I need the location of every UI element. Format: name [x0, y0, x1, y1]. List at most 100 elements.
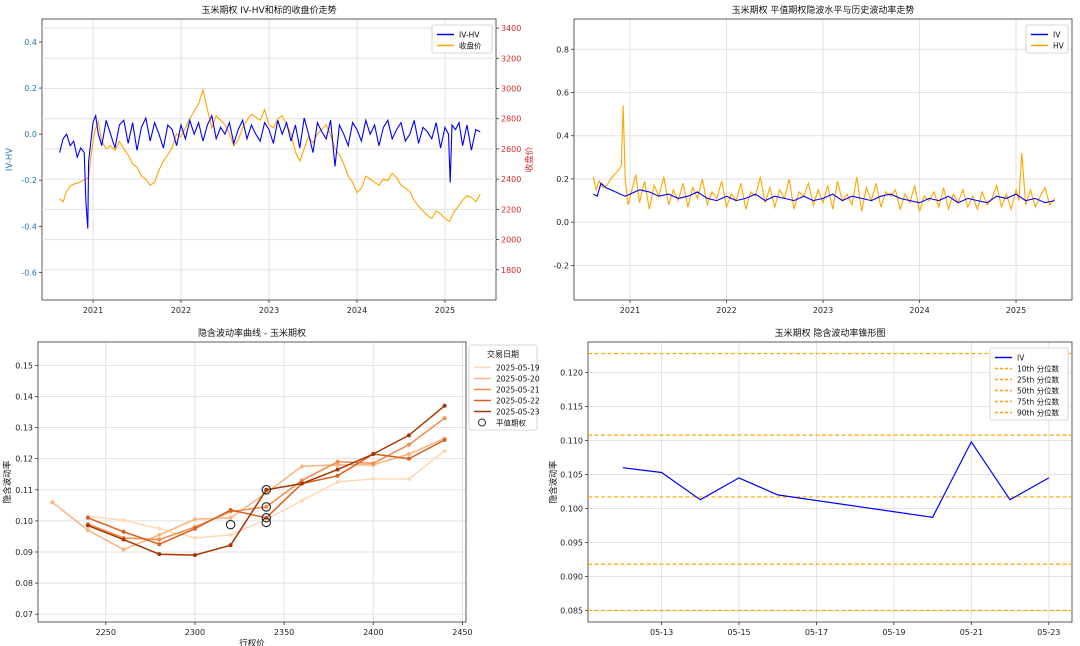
- series-iv: [622, 440, 1050, 518]
- series-close-price: [59, 87, 481, 223]
- atm-marker: [225, 519, 236, 530]
- smile-point: [228, 543, 233, 548]
- smile-point: [335, 459, 340, 464]
- legend-label: 90th 分位数: [1017, 408, 1060, 418]
- smile-point: [442, 403, 447, 408]
- y2-tick-label: 3000: [501, 84, 521, 93]
- legend-label: 10th 分位数: [1017, 364, 1060, 374]
- smile-point: [371, 452, 376, 456]
- smile-point: [121, 547, 126, 552]
- smile-point: [335, 467, 340, 472]
- x-tick-label: 2021: [620, 306, 640, 315]
- chart-title: 玉米期权 平值期权隐波水平与历史波动率走势: [732, 4, 915, 16]
- x-tick-label: 2021: [83, 306, 103, 315]
- x-tick-label: 2024: [347, 306, 367, 315]
- y2-tick-label: 3200: [501, 54, 521, 63]
- smile-point: [371, 476, 376, 481]
- smile-point: [121, 529, 126, 534]
- y-tick-label: -0.4: [21, 222, 37, 231]
- iv-hv-price-chart: 2021 2022 2023 2024 2025 -0.6 -0.4 -0.2 0.0 0.2 0.…: [5, 4, 535, 315]
- smile-point: [335, 473, 340, 478]
- smile-point: [157, 537, 162, 542]
- iv-cone-chart: 05-13 05-15 05-17 05-19 05-21 05-23 0.085 0.090…: [548, 327, 1073, 637]
- legend-label: 2025-05-19: [496, 364, 540, 373]
- smile-point: [299, 481, 304, 486]
- y-tick-label: 0.4: [24, 38, 37, 47]
- smile-point: [85, 528, 90, 533]
- y-tick-label: 0.0: [556, 218, 569, 227]
- y2-tick-label: 2400: [501, 175, 521, 184]
- smile-line: [87, 405, 446, 556]
- smile-point: [157, 532, 162, 537]
- y2-tick-label: 2600: [501, 145, 521, 154]
- y2-tick-label: 2000: [501, 236, 521, 245]
- legend-label: 50th 分位数: [1017, 386, 1060, 396]
- y-tick-label: 0.08: [15, 579, 33, 588]
- x-tick-label: 2024: [909, 306, 929, 315]
- smile-point: [192, 536, 197, 540]
- legend-title: 交易日期: [487, 349, 519, 359]
- smile-point: [50, 500, 55, 505]
- x-tick-label: 2025: [435, 306, 455, 315]
- x-axis-label: 行权价: [239, 638, 265, 646]
- smile-point: [335, 480, 340, 484]
- y2-tick-label: 3400: [501, 24, 521, 33]
- y-tick-label: 0.10: [15, 517, 33, 526]
- x-tick-label: 2400: [363, 628, 383, 637]
- series-iv: [593, 182, 1055, 204]
- x-tick-label: 05-19: [882, 628, 905, 637]
- legend-label: IV: [1017, 354, 1025, 363]
- smile-point: [442, 448, 447, 453]
- y-tick-label: 0.14: [15, 392, 33, 401]
- smile-point: [85, 515, 90, 520]
- y-tick-label: 0.8: [556, 45, 569, 54]
- y2-axis-label: 收盘价: [524, 146, 535, 172]
- smile-point: [264, 504, 269, 509]
- smile-point: [85, 523, 90, 528]
- legend-box: [468, 344, 538, 431]
- x-tick-label: 05-21: [960, 628, 983, 637]
- y-tick-label: 0.11: [15, 486, 33, 495]
- smile-point: [406, 452, 411, 456]
- x-tick-label: 05-15: [727, 628, 750, 637]
- y-tick-label: 0.100: [560, 505, 583, 514]
- legend-label: 25th 分位数: [1017, 375, 1060, 385]
- legend-label: 2025-05-22: [496, 397, 540, 406]
- smile-point: [228, 532, 233, 537]
- y-tick-label: -0.2: [553, 261, 569, 270]
- smile-point: [157, 542, 162, 547]
- y-tick-label: 0.120: [560, 369, 583, 378]
- smile-point: [192, 553, 197, 558]
- smile-point: [228, 508, 233, 512]
- y-tick-label: 0.2: [24, 84, 37, 93]
- smile-point: [406, 433, 411, 438]
- legend-label: 收盘价: [459, 41, 482, 51]
- y2-tick-label: 2200: [501, 205, 521, 214]
- plot-area: [587, 341, 1073, 623]
- atm-marker: [261, 513, 272, 523]
- smile-point: [192, 526, 197, 531]
- x-tick-label: 05-23: [1037, 628, 1060, 637]
- smile-point: [406, 456, 411, 461]
- smile-point: [157, 552, 162, 557]
- y-tick-label: 0.09: [15, 548, 33, 557]
- series-hv: [592, 105, 1056, 212]
- legend-label: 平值期权: [496, 418, 526, 428]
- x-tick-label: 2350: [274, 628, 294, 637]
- legend-label: 2025-05-20: [496, 375, 540, 384]
- y-tick-label: 0.105: [560, 471, 583, 480]
- y-axis-label: 隐含波动率: [548, 460, 559, 503]
- legend-box: [989, 347, 1069, 421]
- y-tick-label: 0.15: [15, 361, 33, 370]
- y-tick-label: 0.095: [560, 538, 583, 547]
- smile-point: [299, 478, 304, 483]
- y-tick-label: 0.2: [556, 175, 569, 184]
- x-tick-label: 2022: [171, 306, 191, 315]
- y-tick-label: 0.13: [15, 424, 33, 433]
- legend-label: IV-HV: [459, 31, 480, 40]
- y-tick-label: 0.6: [556, 88, 569, 97]
- atm-marker: [261, 502, 272, 512]
- x-tick-label: 2023: [813, 306, 833, 315]
- y-tick-label: 0.085: [560, 606, 583, 615]
